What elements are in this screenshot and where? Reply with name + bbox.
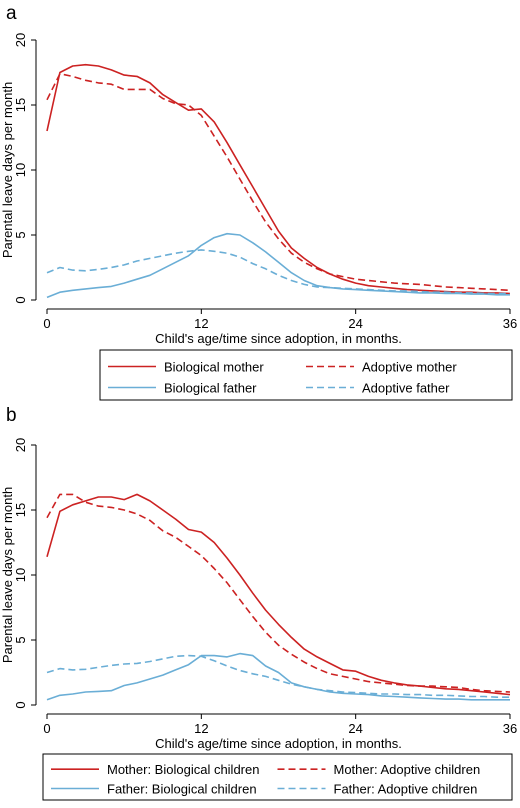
series-line-3 — [46, 249, 510, 295]
y-tick-label: 5 — [13, 231, 28, 238]
legend-label: Father: Biological children — [107, 782, 257, 797]
y-tick-label: 20 — [13, 33, 28, 47]
legend-box — [42, 753, 513, 801]
legend-label: Father: Adoptive children — [334, 782, 478, 797]
y-tick-label: 0 — [13, 296, 28, 303]
legend-label: Adoptive father — [362, 381, 450, 396]
y-tick-label: 0 — [13, 701, 28, 708]
panel-label: a — [6, 3, 17, 24]
series-line-1 — [46, 73, 511, 292]
series-line-2 — [46, 232, 510, 299]
legend-box — [99, 349, 513, 401]
y-tick-label: 15 — [13, 98, 28, 112]
series-line-0 — [46, 493, 511, 696]
x-tick-label: 0 — [43, 721, 50, 736]
chart-panel-a: a 0 5 10 15 20 0 12 24 36 Parental leave days per … — [0, 3, 517, 401]
x-axis-title: Child's age/time since adoption, in mont… — [155, 331, 402, 346]
legend-label: Biological mother — [164, 360, 264, 375]
x-tick-label: 0 — [43, 316, 50, 331]
x-tick-label: 12 — [194, 721, 208, 736]
series-line-1 — [46, 493, 511, 693]
x-tick-label: 36 — [503, 316, 517, 331]
legend: Biological mother Adoptive mother Biologic… — [99, 349, 513, 401]
chart-panel-b: b 0 5 10 15 20 0 12 24 36 Parental leave days per … — [0, 405, 517, 801]
y-tick-label: 5 — [13, 636, 28, 643]
y-axis-title: Parental leave days per month — [0, 82, 15, 258]
series-line-0 — [46, 63, 511, 295]
x-axis-title: Child's age/time since adoption, in mont… — [155, 736, 402, 751]
y-tick-label: 10 — [13, 163, 28, 177]
series-line-3 — [46, 654, 510, 699]
y-tick-label: 20 — [13, 438, 28, 452]
legend-label: Mother: Biological children — [107, 762, 259, 777]
panel-label: b — [6, 405, 17, 426]
legend: Mother: Biological children Mother: Adopt… — [42, 753, 513, 801]
x-tick-label: 24 — [348, 316, 362, 331]
x-tick-label: 36 — [503, 721, 517, 736]
x-tick-label: 24 — [348, 721, 362, 736]
y-axis-title: Parental leave days per month — [0, 487, 15, 663]
x-tick-label: 12 — [194, 316, 208, 331]
legend-label: Biological father — [164, 381, 257, 396]
series-line-2 — [46, 652, 510, 701]
y-tick-label: 10 — [13, 568, 28, 582]
legend-label: Mother: Adoptive children — [334, 762, 481, 777]
legend-label: Adoptive mother — [362, 360, 457, 375]
y-tick-label: 15 — [13, 503, 28, 517]
